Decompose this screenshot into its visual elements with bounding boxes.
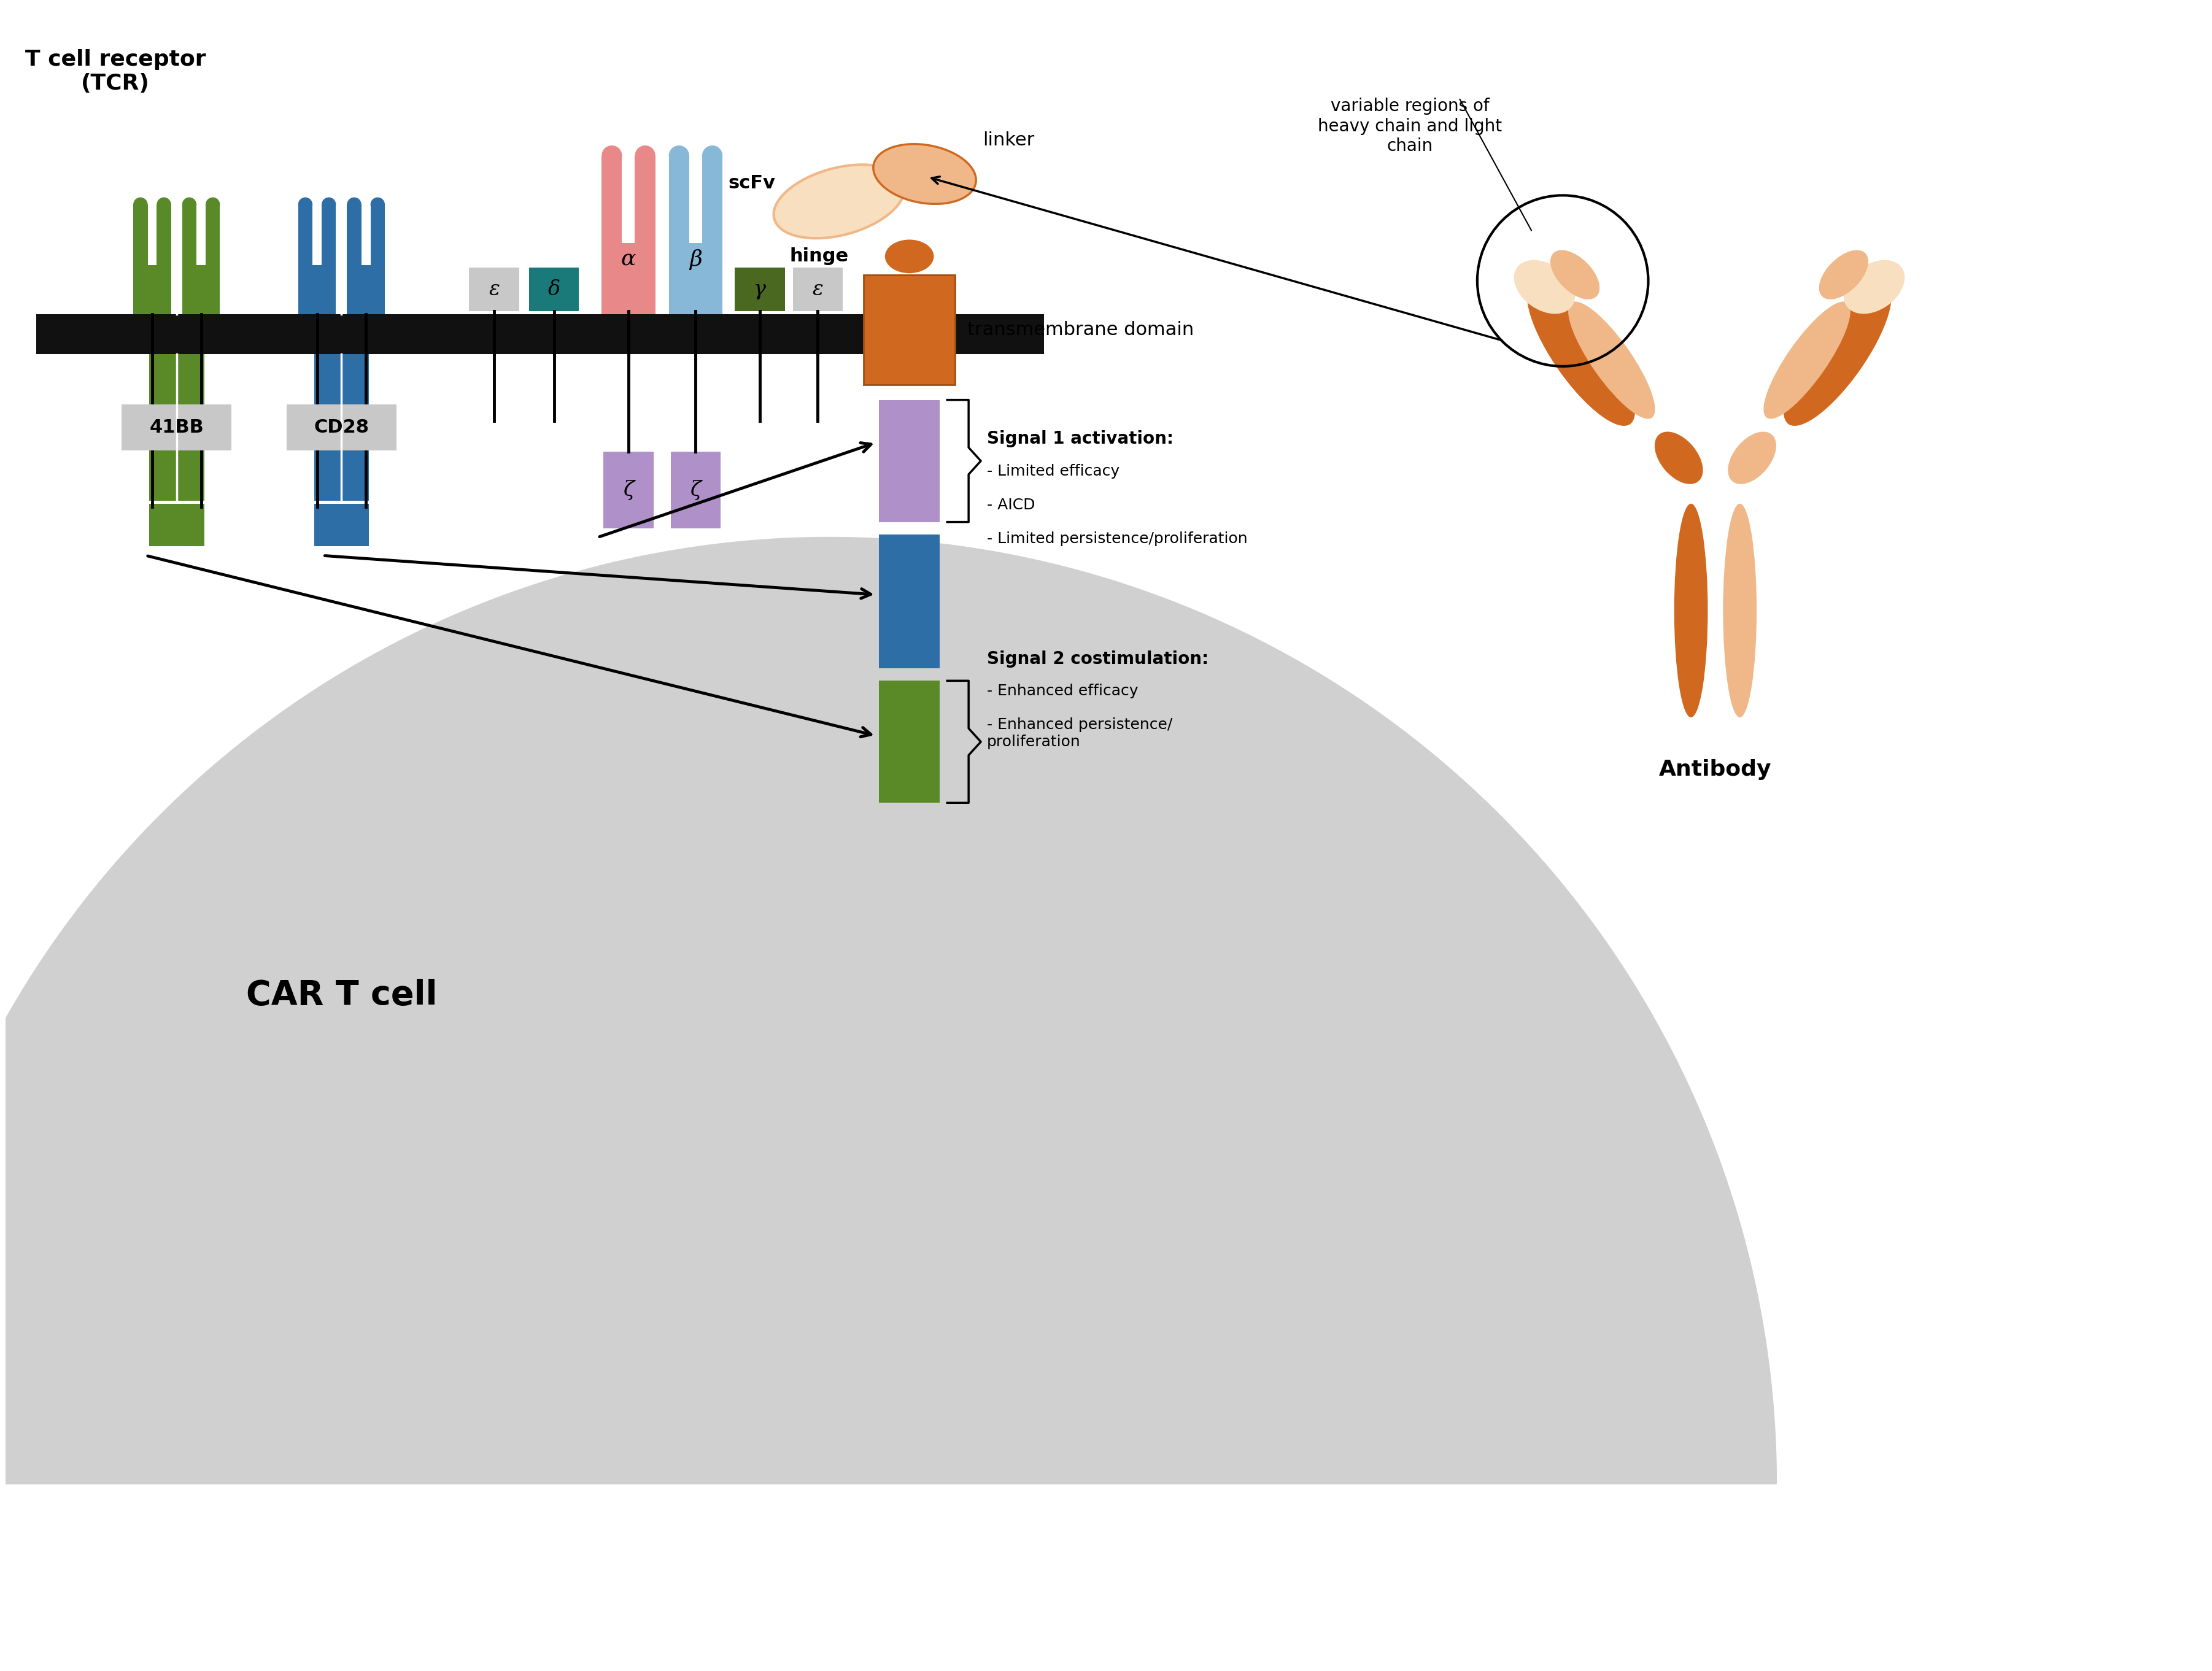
Text: hinge: hinge — [790, 247, 847, 266]
Ellipse shape — [1568, 301, 1655, 419]
FancyBboxPatch shape — [181, 204, 197, 266]
Text: 41BB: 41BB — [150, 418, 204, 436]
FancyBboxPatch shape — [314, 503, 369, 546]
Ellipse shape — [1526, 282, 1635, 426]
FancyBboxPatch shape — [469, 267, 520, 311]
FancyBboxPatch shape — [602, 242, 655, 314]
Circle shape — [299, 197, 312, 212]
FancyBboxPatch shape — [347, 266, 385, 314]
Text: - Enhanced efficacy: - Enhanced efficacy — [987, 683, 1137, 698]
FancyBboxPatch shape — [878, 399, 940, 521]
Circle shape — [157, 197, 170, 212]
Text: ζ: ζ — [624, 480, 635, 500]
FancyBboxPatch shape — [321, 204, 336, 266]
Ellipse shape — [774, 165, 905, 239]
FancyBboxPatch shape — [863, 274, 956, 384]
Circle shape — [602, 145, 622, 165]
FancyBboxPatch shape — [701, 155, 723, 242]
Ellipse shape — [1783, 282, 1891, 426]
Text: - Limited efficacy: - Limited efficacy — [987, 465, 1119, 478]
FancyBboxPatch shape — [288, 404, 396, 449]
Ellipse shape — [1818, 251, 1867, 299]
Circle shape — [206, 197, 219, 212]
Text: α: α — [622, 249, 635, 271]
Text: variable regions of
heavy chain and light
chain: variable regions of heavy chain and ligh… — [1318, 97, 1502, 155]
Ellipse shape — [1551, 251, 1599, 299]
Ellipse shape — [1655, 431, 1703, 485]
FancyBboxPatch shape — [668, 155, 688, 242]
FancyBboxPatch shape — [369, 204, 385, 266]
Text: - Limited persistence/proliferation: - Limited persistence/proliferation — [987, 531, 1248, 546]
Text: transmembrane domain: transmembrane domain — [967, 321, 1194, 339]
FancyBboxPatch shape — [122, 404, 232, 449]
Text: T cell receptor
(TCR): T cell receptor (TCR) — [24, 48, 206, 94]
FancyBboxPatch shape — [347, 204, 361, 266]
Circle shape — [321, 197, 336, 212]
Circle shape — [668, 145, 688, 165]
Polygon shape — [0, 538, 1776, 1484]
Circle shape — [369, 197, 385, 212]
FancyBboxPatch shape — [314, 354, 369, 501]
FancyBboxPatch shape — [148, 503, 204, 546]
Text: scFv: scFv — [728, 174, 774, 192]
FancyBboxPatch shape — [299, 204, 312, 266]
Text: CD28: CD28 — [314, 418, 369, 436]
FancyBboxPatch shape — [668, 242, 723, 314]
Circle shape — [347, 197, 361, 212]
Circle shape — [635, 145, 655, 165]
Text: Antibody: Antibody — [1659, 759, 1772, 780]
FancyBboxPatch shape — [133, 204, 148, 266]
Text: β: β — [690, 249, 701, 271]
FancyBboxPatch shape — [734, 267, 785, 311]
Ellipse shape — [874, 144, 975, 204]
Text: γ: γ — [754, 279, 765, 299]
Ellipse shape — [1723, 503, 1756, 717]
Ellipse shape — [1513, 261, 1575, 314]
FancyBboxPatch shape — [181, 266, 219, 314]
Ellipse shape — [1674, 503, 1708, 717]
Ellipse shape — [1763, 301, 1849, 419]
FancyBboxPatch shape — [35, 314, 1044, 354]
FancyBboxPatch shape — [299, 266, 336, 314]
FancyBboxPatch shape — [878, 535, 940, 668]
Ellipse shape — [1728, 431, 1776, 485]
Ellipse shape — [1843, 261, 1905, 314]
Text: ε: ε — [812, 279, 823, 299]
Circle shape — [701, 145, 723, 165]
Text: ζ: ζ — [690, 480, 701, 500]
Text: CAR T cell: CAR T cell — [246, 979, 438, 1011]
Text: ε: ε — [489, 279, 500, 299]
Text: - AICD: - AICD — [987, 498, 1035, 513]
FancyBboxPatch shape — [133, 266, 170, 314]
Text: Signal 1 activation:: Signal 1 activation: — [987, 431, 1172, 448]
FancyBboxPatch shape — [529, 267, 580, 311]
Circle shape — [133, 197, 148, 212]
FancyBboxPatch shape — [148, 354, 204, 501]
Ellipse shape — [885, 239, 933, 272]
Circle shape — [181, 197, 197, 212]
FancyBboxPatch shape — [157, 204, 170, 266]
Text: Signal 2 costimulation:: Signal 2 costimulation: — [987, 650, 1208, 667]
FancyBboxPatch shape — [604, 451, 653, 528]
FancyBboxPatch shape — [602, 155, 622, 242]
FancyBboxPatch shape — [670, 451, 721, 528]
FancyBboxPatch shape — [206, 204, 219, 266]
FancyBboxPatch shape — [792, 267, 843, 311]
FancyBboxPatch shape — [635, 155, 655, 242]
Text: linker: linker — [982, 132, 1033, 149]
FancyBboxPatch shape — [878, 680, 940, 802]
Text: - Enhanced persistence/
proliferation: - Enhanced persistence/ proliferation — [987, 717, 1172, 749]
Text: δ: δ — [549, 279, 560, 299]
